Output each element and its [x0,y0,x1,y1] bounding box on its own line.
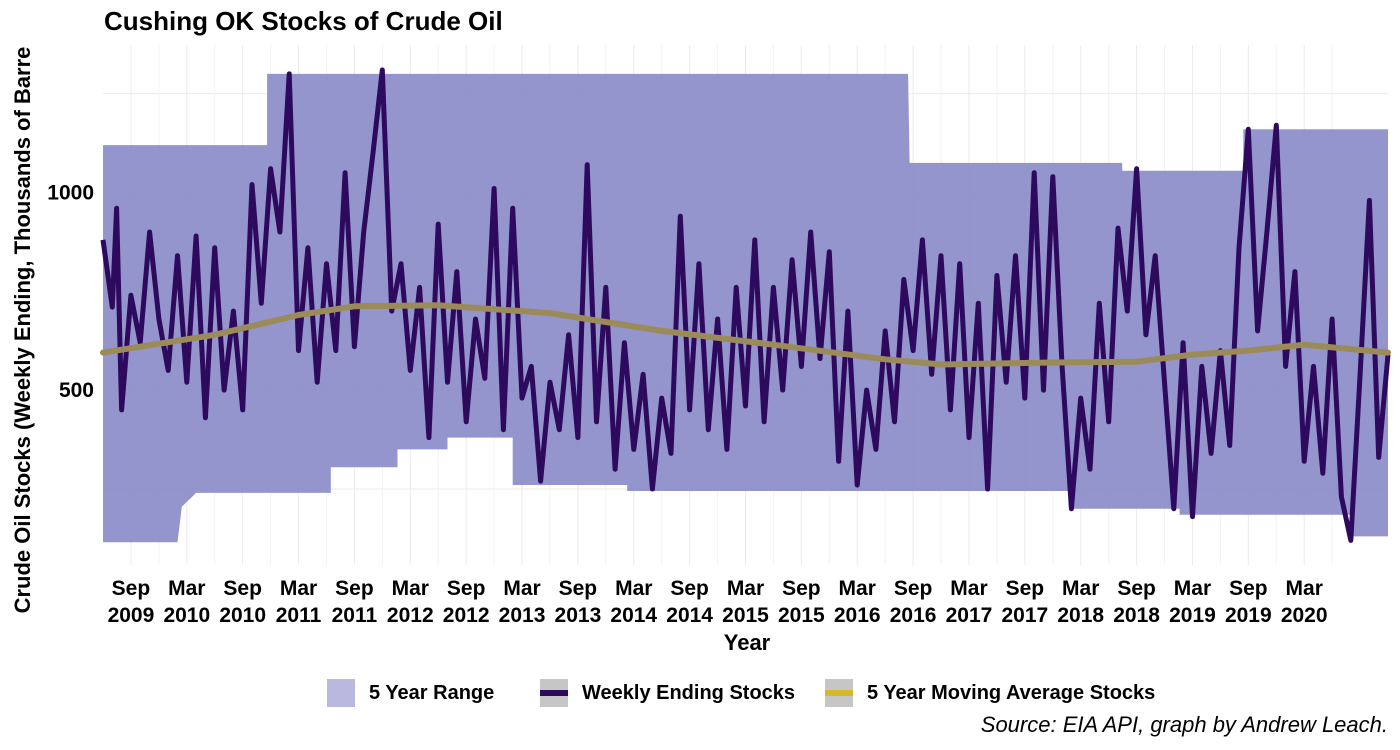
x-tick-month: Sep [1117,577,1156,600]
x-tick-label: Sep 2017 [1001,577,1048,627]
x-tick-label: Sep 2016 [890,577,937,627]
x-tick-year: 2016 [890,604,937,627]
x-tick-month: Mar [1062,577,1099,600]
x-tick-label: Mar 2015 [722,577,769,627]
legend-item-average: 5 Year Moving Average Stocks [825,676,1155,710]
x-tick-month: Mar [1286,577,1323,600]
x-tick-label: Sep 2014 [666,577,713,627]
x-tick-label: Mar 2019 [1169,577,1216,627]
x-tick-month: Mar [727,577,764,600]
x-tick-year: 2011 [276,604,322,627]
x-tick-year: 2015 [778,604,825,627]
x-tick-label: Mar 2012 [387,577,434,627]
x-tick-year: 2012 [387,604,434,627]
x-tick-month: Mar [1174,577,1211,600]
legend-swatch-average [825,679,853,707]
x-tick-year: 2014 [610,604,657,627]
legend-label-average: 5 Year Moving Average Stocks [867,681,1156,704]
x-tick-label: Sep 2013 [555,577,602,627]
moving-average-layer [100,302,1391,368]
y-axis: 500 1000 [47,182,94,403]
x-tick-month: Sep [1006,577,1045,600]
x-tick-label: Sep 2010 [219,577,266,627]
x-tick-label: Mar 2011 [276,577,322,627]
x-tick-label: Sep 2019 [1225,577,1272,627]
x-tick-month: Sep [335,577,374,600]
x-tick-year: 2018 [1113,604,1160,627]
x-tick-year: 2014 [666,604,713,627]
x-tick-year: 2018 [1057,604,1104,627]
weekly-stocks-layer [100,67,1391,543]
x-tick-year: 2013 [555,604,602,627]
legend-label-weekly: Weekly Ending Stocks [582,681,796,704]
x-tick-month: Mar [392,577,429,600]
x-tick-year: 2017 [1001,604,1048,627]
legend-swatch-weekly [540,679,568,707]
x-tick-year: 2019 [1225,604,1272,627]
y-axis-title: Crude Oil Stocks (Weekly Ending, Thousan… [10,47,35,614]
x-tick-year: 2015 [722,604,769,627]
x-tick-label: Sep 2015 [778,577,825,627]
x-tick-year: 2020 [1281,604,1328,627]
legend-swatch-range [327,679,355,707]
chart-title: Cushing OK Stocks of Crude Oil [104,6,503,36]
x-tick-month: Mar [503,577,540,600]
x-tick-month: Mar [280,577,317,600]
x-tick-label: Mar 2014 [610,577,657,627]
x-tick-month: Sep [447,577,486,600]
x-tick-month: Sep [894,577,933,600]
x-tick-month: Mar [168,577,205,600]
x-tick-month: Mar [839,577,876,600]
y-tick-label: 500 [59,379,94,402]
x-tick-month: Mar [615,577,652,600]
weekly-stocks-line [100,67,1391,543]
x-tick-month: Mar [950,577,987,600]
x-tick-year: 2009 [108,604,155,627]
x-tick-label: Mar 2010 [163,577,210,627]
moving-average-line [100,302,1391,368]
legend: 5 Year Range Weekly Ending Stocks 5 Year… [0,676,1400,710]
x-tick-label: Sep 2012 [443,577,490,627]
x-tick-label: Sep 2011 [332,577,378,627]
x-tick-label: Sep 2018 [1113,577,1160,627]
x-tick-label: Mar 2018 [1057,577,1104,627]
legend-item-range: 5 Year Range [327,676,494,710]
x-tick-year: 2010 [163,604,210,627]
legend-item-weekly: Weekly Ending Stocks [540,676,795,710]
x-tick-year: 2016 [834,604,881,627]
x-tick-label: Sep 2009 [108,577,155,627]
x-tick-month: Sep [782,577,821,600]
x-axis: Sep 2009 Mar 2010 Sep 2010 Mar 2011 Sep 2011 Mar 20… [108,577,1328,627]
source-caption: Source: EIA API, graph by Andrew Leach. [980,712,1388,737]
x-tick-year: 2017 [946,604,993,627]
chart-canvas: 500 1000 Sep 2009 Mar 2010 Sep 2010 Mar 2011 Sep 2… [10,45,1391,655]
legend-label-range: 5 Year Range [369,681,495,704]
y-tick-label: 1000 [47,182,94,205]
x-tick-label: Mar 2020 [1281,577,1328,627]
x-tick-month: Sep [112,577,151,600]
x-tick-year: 2012 [443,604,490,627]
x-tick-month: Sep [559,577,598,600]
x-tick-year: 2019 [1169,604,1216,627]
x-tick-label: Mar 2017 [946,577,993,627]
x-tick-month: Sep [223,577,262,600]
x-tick-month: Sep [670,577,709,600]
x-tick-label: Mar 2016 [834,577,881,627]
x-axis-title: Year [724,630,771,655]
x-tick-year: 2013 [499,604,546,627]
x-tick-month: Sep [1229,577,1268,600]
x-tick-year: 2011 [332,604,378,627]
x-tick-year: 2010 [219,604,266,627]
x-tick-label: Mar 2013 [499,577,546,627]
